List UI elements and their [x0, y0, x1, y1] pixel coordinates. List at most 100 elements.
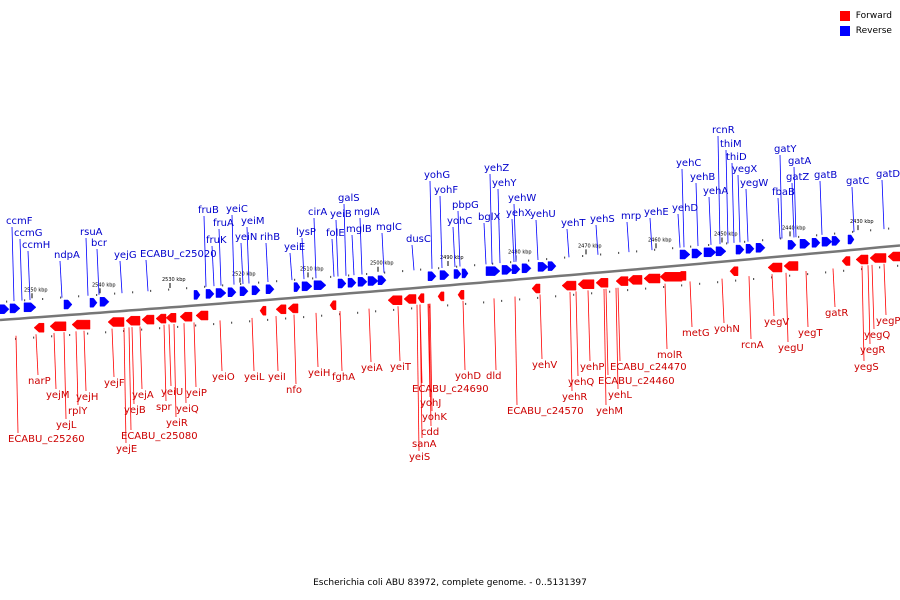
reverse-label-line	[218, 228, 222, 286]
forward-label-line	[419, 304, 423, 439]
reverse-gene-arrow	[313, 280, 327, 290]
reverse-label-line	[331, 238, 335, 277]
minor-tick	[87, 332, 89, 335]
genome-backbone	[0, 244, 900, 322]
forward-label-line	[785, 272, 789, 343]
forward-label-line	[832, 268, 836, 308]
minor-tick	[798, 235, 800, 238]
gene-label-gatb: gatB	[814, 170, 837, 181]
minor-tick	[789, 274, 791, 277]
forward-gene-arrow	[869, 253, 887, 263]
forward-label-line	[539, 294, 543, 360]
gene-label-yegs: yegS	[854, 362, 879, 373]
gene-label-yohj: yohJ	[420, 398, 441, 409]
tick-label: 2540 kbp	[92, 282, 116, 288]
tick-label: 2460 kbp	[648, 237, 672, 243]
minor-tick	[123, 330, 125, 332]
minor-tick	[780, 237, 782, 240]
reverse-label-line	[731, 162, 735, 243]
forward-label-line	[123, 327, 127, 444]
tick-label: 2500 kbp	[370, 261, 394, 267]
forward-gene-arrow	[627, 275, 643, 285]
legend-forward-label: Forward	[855, 10, 892, 21]
minor-tick	[492, 262, 494, 265]
minor-tick	[663, 286, 665, 288]
gene-label-yegp: yegP	[876, 316, 900, 327]
reverse-gene-arrow	[511, 264, 521, 274]
forward-gene-arrow	[71, 319, 91, 330]
forward-label-line	[63, 332, 67, 420]
gene-label-yehy: yehY	[492, 178, 517, 189]
forward-label-line	[771, 274, 775, 317]
gene-label-ecabu-c24690: ECABU_c24690	[412, 384, 489, 395]
forward-gene-arrow	[417, 293, 425, 303]
forward-gene-arrow	[165, 313, 177, 323]
reverse-label-line	[452, 226, 456, 267]
forward-label-line	[429, 303, 433, 412]
minor-tick	[762, 239, 764, 242]
reverse-gene-arrow	[847, 234, 855, 245]
gene-label-rsua: rsuA	[80, 227, 103, 238]
minor-tick	[438, 267, 440, 270]
tick-label: 2430 kbp	[850, 219, 874, 225]
reverse-label-line	[119, 260, 123, 294]
minor-tick	[717, 281, 719, 284]
gene-label-yegr: yegR	[860, 345, 885, 356]
gene-label-yohd: yohD	[455, 371, 481, 382]
minor-tick	[897, 264, 899, 267]
reverse-label-line	[695, 182, 699, 247]
backbone-layer	[0, 244, 900, 322]
reverse-label-line	[626, 221, 630, 253]
forward-label-line	[128, 327, 132, 431]
minor-tick	[141, 328, 143, 331]
forward-label-line	[615, 287, 619, 390]
reverse-gene-arrow	[485, 266, 501, 276]
reverse-label-line	[489, 173, 493, 264]
reverse-gene-arrow	[537, 262, 549, 272]
gene-label-ecabu-c24460: ECABU_c24460	[598, 376, 675, 387]
forward-label-line	[75, 331, 79, 406]
minor-tick	[771, 276, 773, 279]
gene-label-yehz: yehZ	[484, 163, 509, 174]
reverse-label-line	[429, 180, 433, 269]
reverse-gene-arrow	[337, 278, 347, 289]
gene-label-yeit: yeiT	[390, 362, 412, 373]
reverse-gene-arrow	[9, 303, 21, 314]
gene-arrow-layer	[0, 234, 900, 333]
reverse-label-line	[211, 245, 215, 287]
forward-gene-arrow	[387, 295, 403, 305]
minor-tick	[690, 245, 692, 248]
minor-tick	[240, 283, 242, 285]
forward-label-line	[871, 264, 875, 330]
reverse-label-line	[231, 214, 235, 285]
gene-label-yehx: yehX	[506, 208, 531, 219]
minor-tick	[231, 321, 233, 324]
legend-reverse-label: Reverse	[855, 25, 892, 36]
reverse-label-line	[359, 217, 363, 275]
forward-gene-arrow	[577, 279, 595, 289]
gene-label-sana: sanA	[412, 439, 437, 450]
reverse-label-line	[649, 217, 653, 251]
tick-label: 2520 kbp	[232, 272, 256, 278]
reverse-label-line	[411, 244, 415, 271]
gene-label-frua: fruA	[213, 218, 234, 229]
minor-tick	[420, 268, 422, 271]
forward-gene-arrow	[259, 305, 267, 316]
minor-tick	[825, 271, 827, 274]
minor-tick	[564, 256, 566, 259]
reverse-label-line	[681, 168, 685, 248]
minor-tick	[636, 250, 638, 253]
minor-tick	[627, 289, 629, 292]
gene-label-yohg: yohG	[424, 170, 450, 181]
minor-tick	[546, 258, 548, 261]
reverse-label-line	[511, 218, 515, 263]
legend-reverse: Reverse	[839, 23, 892, 38]
gene-label-yeiu: yeiU	[161, 387, 183, 398]
reverse-label-line	[725, 149, 729, 244]
gene-label-yeia: yeiA	[361, 363, 383, 374]
gene-label-ecabu-c24570: ECABU_c24570	[507, 406, 584, 417]
gene-label-yeha: yehA	[703, 186, 728, 197]
minor-tick	[708, 244, 710, 246]
gene-label-molr: molR	[657, 350, 683, 361]
